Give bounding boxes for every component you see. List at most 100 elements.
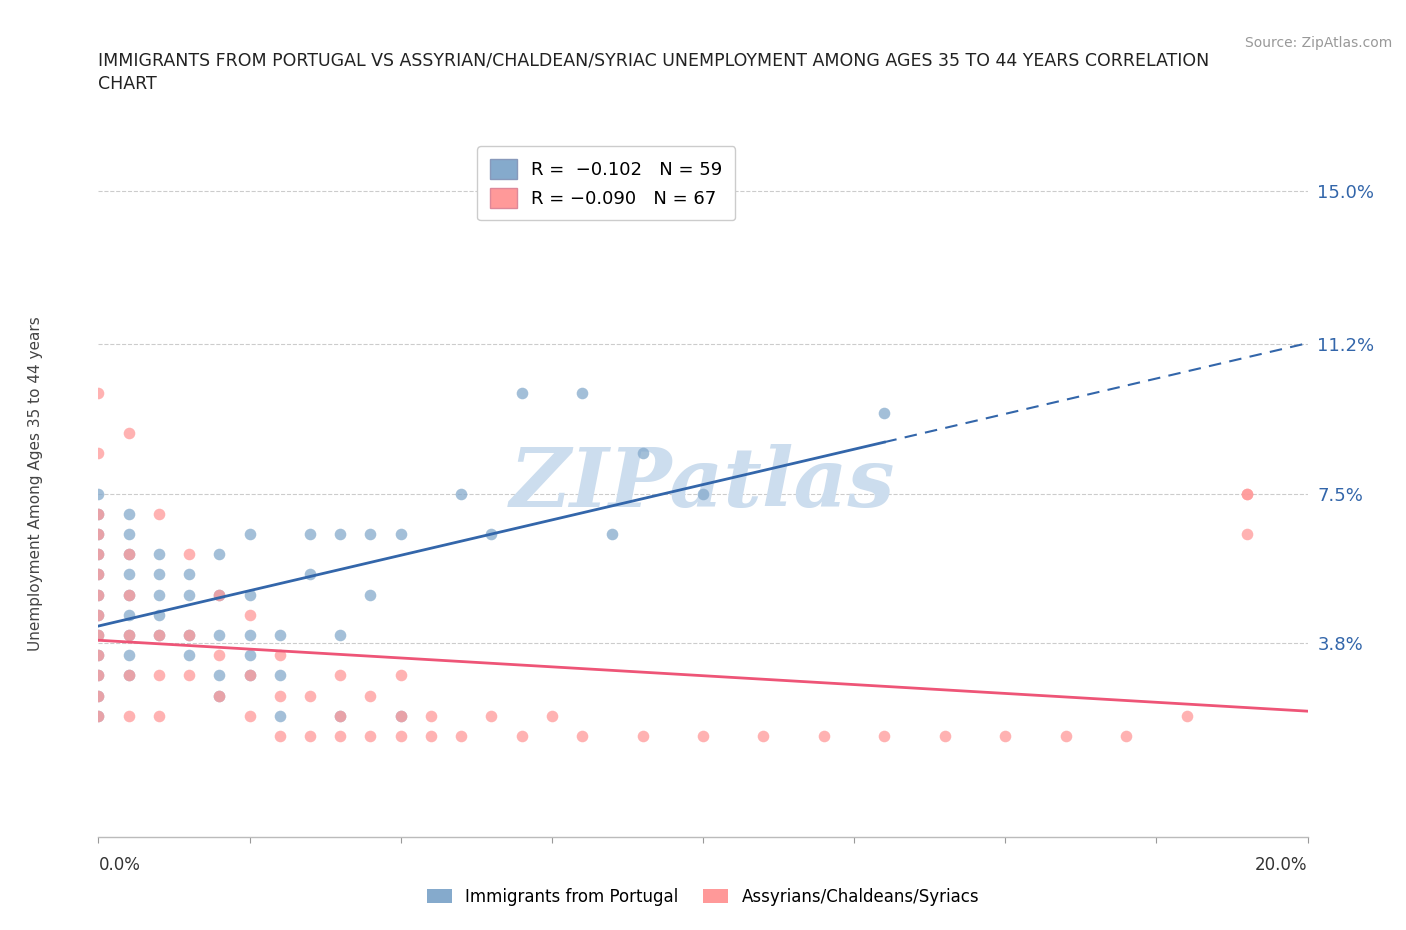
Point: [87, 385, 110, 400]
Point: [118, 628, 141, 643]
Point: [1236, 486, 1258, 501]
Point: [299, 526, 322, 541]
Point: [118, 628, 141, 643]
Point: [87, 486, 110, 501]
Point: [208, 668, 231, 683]
Point: [360, 688, 382, 703]
Point: [419, 728, 441, 743]
Point: [450, 486, 472, 501]
Point: [87, 567, 110, 582]
Point: [269, 709, 291, 724]
Point: [118, 668, 141, 683]
Point: [177, 668, 201, 683]
Point: [118, 426, 141, 441]
Point: [118, 567, 141, 582]
Point: [239, 668, 262, 683]
Point: [419, 709, 441, 724]
Legend: R =  −0.102   N = 59, R = −0.090   N = 67: R = −0.102 N = 59, R = −0.090 N = 67: [477, 146, 735, 220]
Point: [87, 628, 110, 643]
Point: [208, 688, 231, 703]
Point: [87, 547, 110, 562]
Point: [177, 547, 201, 562]
Point: [177, 567, 201, 582]
Point: [87, 567, 110, 582]
Point: [1236, 526, 1258, 541]
Point: [87, 507, 110, 522]
Point: [118, 587, 141, 602]
Point: [329, 709, 352, 724]
Text: ZIPatlas: ZIPatlas: [510, 444, 896, 524]
Point: [360, 587, 382, 602]
Point: [481, 709, 503, 724]
Point: [540, 709, 562, 724]
Point: [813, 728, 835, 743]
Point: [994, 728, 1017, 743]
Point: [87, 445, 110, 460]
Point: [148, 607, 170, 622]
Point: [118, 547, 141, 562]
Point: [87, 507, 110, 522]
Point: [177, 648, 201, 663]
Point: [148, 668, 170, 683]
Point: [692, 486, 714, 501]
Point: [87, 688, 110, 703]
Point: [118, 607, 141, 622]
Point: [692, 728, 714, 743]
Point: [389, 728, 412, 743]
Point: [87, 668, 110, 683]
Point: [360, 526, 382, 541]
Point: [87, 648, 110, 663]
Point: [269, 668, 291, 683]
Point: [118, 668, 141, 683]
Text: Unemployment Among Ages 35 to 44 years: Unemployment Among Ages 35 to 44 years: [28, 316, 42, 651]
Point: [87, 628, 110, 643]
Point: [87, 526, 110, 541]
Point: [208, 547, 231, 562]
Point: [1236, 486, 1258, 501]
Point: [208, 688, 231, 703]
Text: Source: ZipAtlas.com: Source: ZipAtlas.com: [1244, 35, 1392, 49]
Point: [148, 709, 170, 724]
Point: [148, 547, 170, 562]
Point: [389, 709, 412, 724]
Point: [481, 526, 503, 541]
Point: [1175, 709, 1198, 724]
Point: [389, 668, 412, 683]
Point: [269, 688, 291, 703]
Point: [87, 547, 110, 562]
Point: [118, 709, 141, 724]
Point: [299, 728, 322, 743]
Point: [329, 526, 352, 541]
Point: [208, 648, 231, 663]
Point: [118, 526, 141, 541]
Point: [239, 709, 262, 724]
Point: [752, 728, 775, 743]
Point: [87, 607, 110, 622]
Point: [148, 628, 170, 643]
Point: [87, 709, 110, 724]
Point: [87, 607, 110, 622]
Point: [1115, 728, 1137, 743]
Point: [329, 709, 352, 724]
Text: 0.0%: 0.0%: [98, 856, 141, 873]
Point: [450, 728, 472, 743]
Point: [510, 728, 533, 743]
Point: [148, 507, 170, 522]
Point: [208, 587, 231, 602]
Point: [148, 567, 170, 582]
Point: [87, 587, 110, 602]
Point: [118, 507, 141, 522]
Text: 20.0%: 20.0%: [1256, 856, 1308, 873]
Point: [571, 385, 593, 400]
Point: [87, 709, 110, 724]
Point: [239, 587, 262, 602]
Point: [631, 728, 654, 743]
Point: [177, 628, 201, 643]
Point: [177, 587, 201, 602]
Point: [239, 648, 262, 663]
Point: [87, 668, 110, 683]
Point: [208, 587, 231, 602]
Point: [177, 628, 201, 643]
Point: [148, 628, 170, 643]
Point: [239, 628, 262, 643]
